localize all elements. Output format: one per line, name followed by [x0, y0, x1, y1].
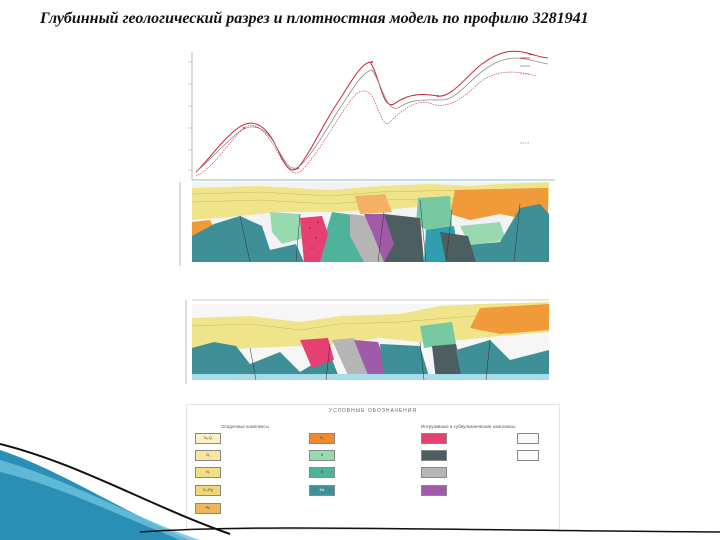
- magnetic-curve: [195, 71, 537, 177]
- decorative-corner-waves: [0, 443, 720, 540]
- slide-title: Глубинный геологический разрез и плотнос…: [40, 10, 589, 27]
- density-model-lower: [185, 299, 550, 384]
- map-legend: УСЛОВНЫЕ ОБОЗНАЧЕНИЯ Осадочные комплексы…: [186, 404, 560, 530]
- legend-col1-title: Осадочные комплексы: [221, 424, 269, 429]
- gravity-curve-model: [195, 57, 549, 173]
- legend-heading: УСЛОВНЫЕ ОБОЗНАЧЕНИЯ: [329, 408, 417, 414]
- gravity-curve-observed: [195, 50, 549, 173]
- geologic-section-upper: [179, 182, 550, 266]
- legend-col3-title: Интрузивные и субвулканические комплексы: [421, 424, 516, 429]
- anomaly-curves-panel: [188, 50, 555, 181]
